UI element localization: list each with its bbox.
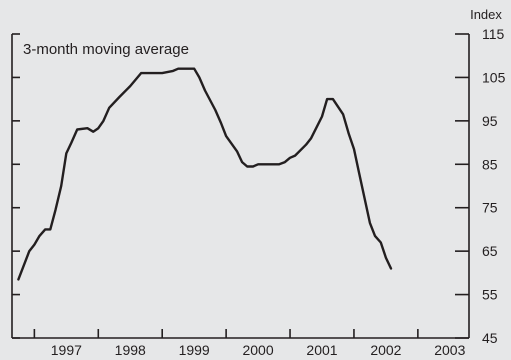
y-tick-label: 75 — [482, 200, 498, 216]
x-tick-label: 1997 — [51, 342, 82, 358]
x-tick-label: 2003 — [434, 342, 465, 358]
y-tick-label: 65 — [482, 243, 498, 259]
y-tick-label: 55 — [482, 287, 498, 303]
series-line-0 — [17, 67, 393, 281]
moving-average-annotation: 3-month moving average — [23, 41, 189, 58]
y-tick-label: 105 — [482, 69, 506, 85]
series-group — [17, 67, 393, 281]
x-axis: 1997 1998 1999 2000 2001 2002 2003 — [33, 329, 466, 358]
x-tick-label: 1998 — [115, 342, 146, 358]
x-tick-label: 1999 — [179, 342, 210, 358]
y-axis-label: Index — [470, 7, 502, 22]
x-tick-label: 2001 — [306, 342, 337, 358]
y-tick-label: 115 — [482, 26, 505, 42]
x-tick-label: 2000 — [242, 342, 273, 358]
y-axis: 45 55 65 75 85 95 105 115 — [12, 26, 506, 346]
axes-frame — [11, 34, 470, 339]
y-tick-label: 95 — [482, 113, 498, 129]
y-tick-label: 45 — [482, 330, 498, 346]
x-tick-label: 2002 — [370, 342, 401, 358]
y-tick-label: 85 — [482, 156, 498, 172]
